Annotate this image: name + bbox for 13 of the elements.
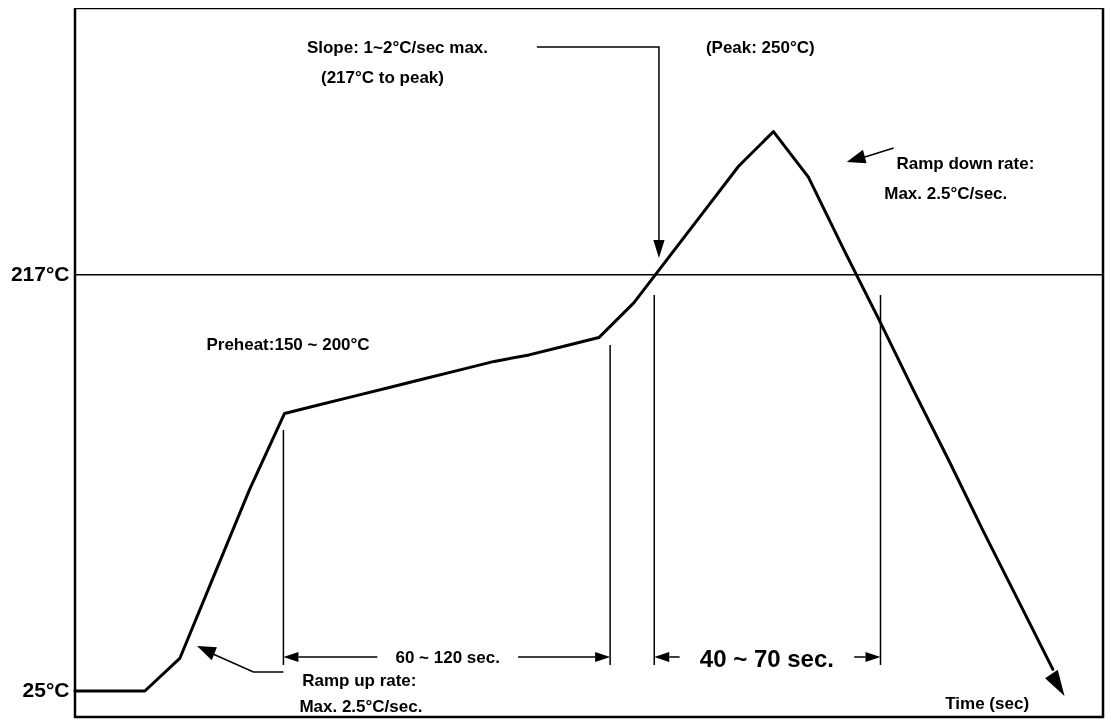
annotation: 60 ~ 120 sec. — [395, 648, 500, 667]
annotation: (217°C to peak) — [320, 68, 444, 87]
annotation: (Peak: 250°C) — [705, 38, 815, 57]
annotation: Ramp down rate: — [896, 154, 1035, 173]
annotation: Max. 2.5°C/sec. — [299, 697, 423, 716]
annotation: Preheat:150 ~ 200°C — [206, 335, 370, 354]
y-tick-label: 25°C — [22, 678, 70, 702]
annotation: 40 ~ 70 sec. — [699, 645, 834, 672]
y-tick-label: 217°C — [10, 262, 70, 286]
annotation: Ramp up rate: — [302, 671, 417, 690]
x-axis-title: Time (sec) — [945, 694, 1030, 713]
annotation: Slope: 1~2°C/sec max. — [306, 38, 489, 57]
annotation: Max. 2.5°C/sec. — [884, 184, 1008, 203]
